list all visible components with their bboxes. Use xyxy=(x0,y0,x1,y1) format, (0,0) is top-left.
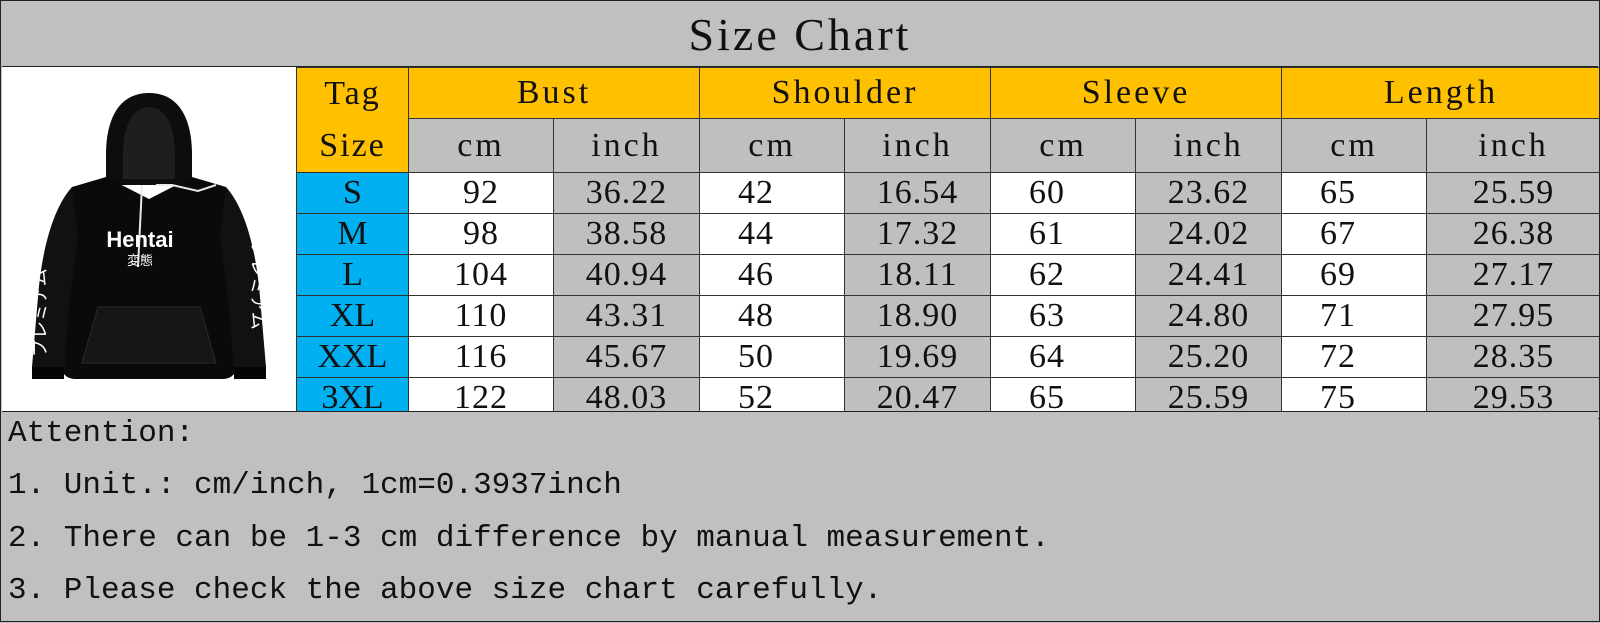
product-image: Hentai 変態 プレミアム プレミアム xyxy=(2,67,296,411)
table-cell: 116 xyxy=(409,337,554,378)
table-cell: 72 xyxy=(1282,337,1427,378)
table-cell: 17.32 xyxy=(845,214,991,255)
table-cell: 48 xyxy=(700,296,845,337)
note-line: 1. Unit.: cm/inch, 1cm=0.3937inch xyxy=(8,468,622,503)
table-row: M 98 38.58 44 17.32 61 24.02 67 26.38 xyxy=(297,214,1600,255)
table-row: S 92 36.22 42 16.54 60 23.62 65 25.59 xyxy=(297,173,1600,214)
size-label: L xyxy=(297,255,409,296)
note-line: 3. Please check the above size chart car… xyxy=(8,573,882,608)
unit-header: inch xyxy=(554,119,700,173)
table-cell: 27.17 xyxy=(1427,255,1600,296)
table-cell: 62 xyxy=(991,255,1136,296)
table-cell: 27.95 xyxy=(1427,296,1600,337)
table-cell: 98 xyxy=(409,214,554,255)
hoodie-kanji-text: 変態 xyxy=(127,253,153,269)
table-cell: 67 xyxy=(1282,214,1427,255)
group-header-shoulder: Shoulder xyxy=(700,68,991,119)
size-label: XXL xyxy=(297,337,409,378)
unit-header: inch xyxy=(845,119,991,173)
table-cell: 44 xyxy=(700,214,845,255)
attention-notes: Attention: 1. Unit.: cm/inch, 1cm=0.3937… xyxy=(2,411,1598,623)
table-cell: 71 xyxy=(1282,296,1427,337)
left-sleeve-text: プレミアム xyxy=(30,268,51,357)
table-cell: 46 xyxy=(700,255,845,296)
table-cell: 42 xyxy=(700,173,845,214)
group-header-sleeve: Sleeve xyxy=(991,68,1282,119)
table-cell: 19.69 xyxy=(845,337,991,378)
table-cell: 40.94 xyxy=(554,255,700,296)
table-cell: 18.90 xyxy=(845,296,991,337)
unit-header: cm xyxy=(991,119,1136,173)
table-cell: 69 xyxy=(1282,255,1427,296)
table-cell: 36.22 xyxy=(554,173,700,214)
unit-header: cm xyxy=(1282,119,1427,173)
table-cell: 50 xyxy=(700,337,845,378)
table-cell: 26.38 xyxy=(1427,214,1600,255)
notes-heading: Attention: xyxy=(8,416,194,451)
table-cell: 61 xyxy=(991,214,1136,255)
table-cell: 64 xyxy=(991,337,1136,378)
group-header-bust: Bust xyxy=(409,68,700,119)
hoodie-brand-text: Hentai xyxy=(106,227,173,252)
table-cell: 110 xyxy=(409,296,554,337)
table-cell: 16.54 xyxy=(845,173,991,214)
size-label: S xyxy=(297,173,409,214)
table-cell: 24.41 xyxy=(1136,255,1282,296)
group-header-length: Length xyxy=(1282,68,1600,119)
table-cell: 60 xyxy=(991,173,1136,214)
table-row: XL 110 43.31 48 18.90 63 24.80 71 27.95 xyxy=(297,296,1600,337)
right-sleeve-text: プレミアム xyxy=(247,241,268,330)
table-cell: 65 xyxy=(1282,173,1427,214)
unit-header: cm xyxy=(409,119,554,173)
unit-header: inch xyxy=(1136,119,1282,173)
hoodie-illustration: Hentai 変態 プレミアム プレミアム xyxy=(2,67,296,411)
size-label: XL xyxy=(297,296,409,337)
table-cell: 104 xyxy=(409,255,554,296)
table-cell: 92 xyxy=(409,173,554,214)
unit-header: cm xyxy=(700,119,845,173)
note-line: 2. There can be 1-3 cm difference by man… xyxy=(8,521,1050,556)
table-cell: 45.67 xyxy=(554,337,700,378)
table-cell: 38.58 xyxy=(554,214,700,255)
table-row: L 104 40.94 46 18.11 62 24.41 69 27.17 xyxy=(297,255,1600,296)
unit-header: inch xyxy=(1427,119,1600,173)
table-cell: 24.02 xyxy=(1136,214,1282,255)
table-cell: 24.80 xyxy=(1136,296,1282,337)
table-cell: 18.11 xyxy=(845,255,991,296)
table-row: XXL 116 45.67 50 19.69 64 25.20 72 28.35 xyxy=(297,337,1600,378)
table-cell: 25.20 xyxy=(1136,337,1282,378)
size-label: M xyxy=(297,214,409,255)
table-cell: 23.62 xyxy=(1136,173,1282,214)
table-cell: 43.31 xyxy=(554,296,700,337)
table-cell: 28.35 xyxy=(1427,337,1600,378)
page-title: Size Chart xyxy=(2,2,1598,67)
table-cell: 25.59 xyxy=(1427,173,1600,214)
table-cell: 63 xyxy=(991,296,1136,337)
